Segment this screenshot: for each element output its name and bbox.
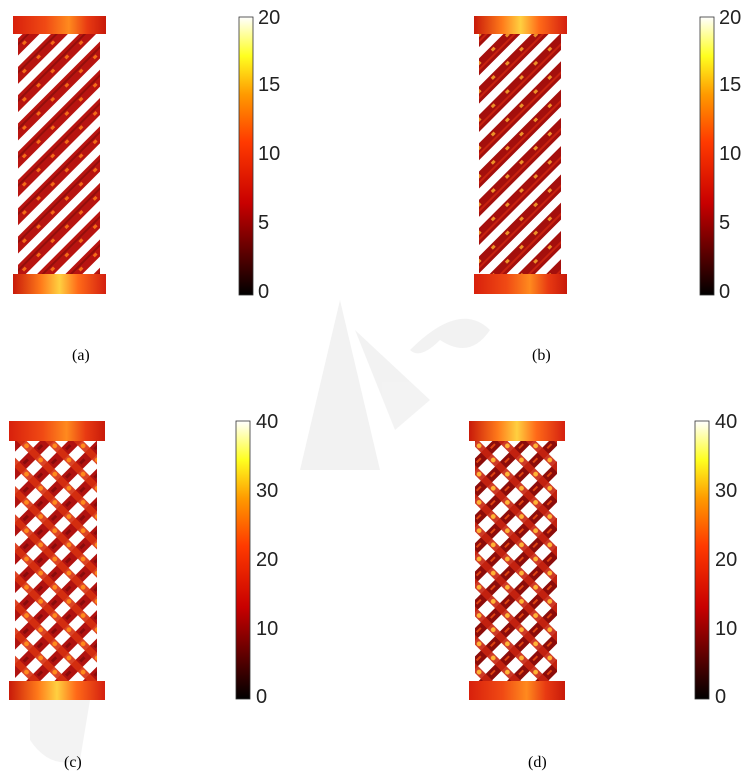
specimen-d — [469, 421, 565, 700]
tick-label: 0 — [256, 686, 267, 708]
tick-label: 30 — [256, 480, 278, 502]
tick-label: 10 — [256, 618, 278, 640]
tick-label: 0 — [258, 281, 269, 303]
colorbar-c: 0 10 20 30 40 — [235, 411, 278, 708]
colorbar-d: 0 10 20 30 40 — [694, 411, 737, 708]
panel-d: 0 10 20 30 40 (d) — [469, 411, 737, 771]
panel-a: 0 5 10 15 20 (a) — [13, 7, 280, 364]
tick-label: 30 — [715, 480, 737, 502]
watermark — [30, 300, 490, 763]
specimen-b — [474, 16, 567, 294]
panel-b: 0 5 10 15 20 (b) — [474, 7, 741, 364]
caption-c: (c) — [64, 754, 82, 771]
specimen-a — [13, 16, 106, 294]
tick-label: 15 — [719, 74, 741, 96]
caption-b: (b) — [532, 347, 551, 364]
colorbar-b: 0 5 10 15 20 — [699, 7, 741, 303]
specimen-c — [9, 421, 105, 700]
tick-label: 0 — [715, 686, 726, 708]
tick-label: 40 — [256, 411, 278, 433]
caption-a: (a) — [72, 347, 90, 364]
tick-label: 10 — [258, 143, 280, 165]
panel-c: 0 10 20 30 40 (c) — [9, 411, 278, 771]
tick-label: 20 — [719, 7, 741, 29]
tick-label: 40 — [715, 411, 737, 433]
tick-label: 10 — [715, 618, 737, 640]
tick-label: 5 — [719, 212, 730, 234]
tick-label: 20 — [715, 549, 737, 571]
tick-label: 15 — [258, 74, 280, 96]
tick-label: 10 — [719, 143, 741, 165]
tick-label: 20 — [256, 549, 278, 571]
tick-label: 5 — [258, 212, 269, 234]
tick-label: 20 — [258, 7, 280, 29]
tick-label: 0 — [719, 281, 730, 303]
caption-d: (d) — [528, 754, 547, 771]
colorbar-a: 0 5 10 15 20 — [238, 7, 280, 303]
